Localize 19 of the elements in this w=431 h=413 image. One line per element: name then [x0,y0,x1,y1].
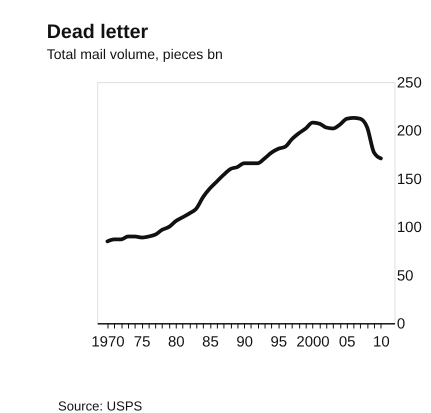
x-tick-label: 05 [338,333,356,350]
x-tick-label: 90 [236,333,253,350]
y-tick-label: 250 [396,74,422,92]
chart-subtitle: Total mail volume, pieces bn [46,46,223,62]
chart-title: Dead letter [46,21,149,44]
y-tick-label: 150 [396,170,422,188]
y-tick-label: 200 [396,122,422,140]
y-tick-label: 50 [396,267,414,284]
x-tick-label: 1970 [91,333,125,350]
x-tick-label: 10 [373,333,390,350]
x-tick-label: 85 [202,333,219,350]
x-tick-label: 95 [270,333,288,350]
y-tick-label: 100 [396,219,422,236]
x-tick-label: 2000 [296,333,330,350]
x-tick-label: 80 [168,333,185,350]
source-note: Source: USPS [58,398,143,413]
x-tick-label: 75 [134,333,150,350]
line-series [106,116,383,244]
y-tick-label: 0 [396,316,406,333]
